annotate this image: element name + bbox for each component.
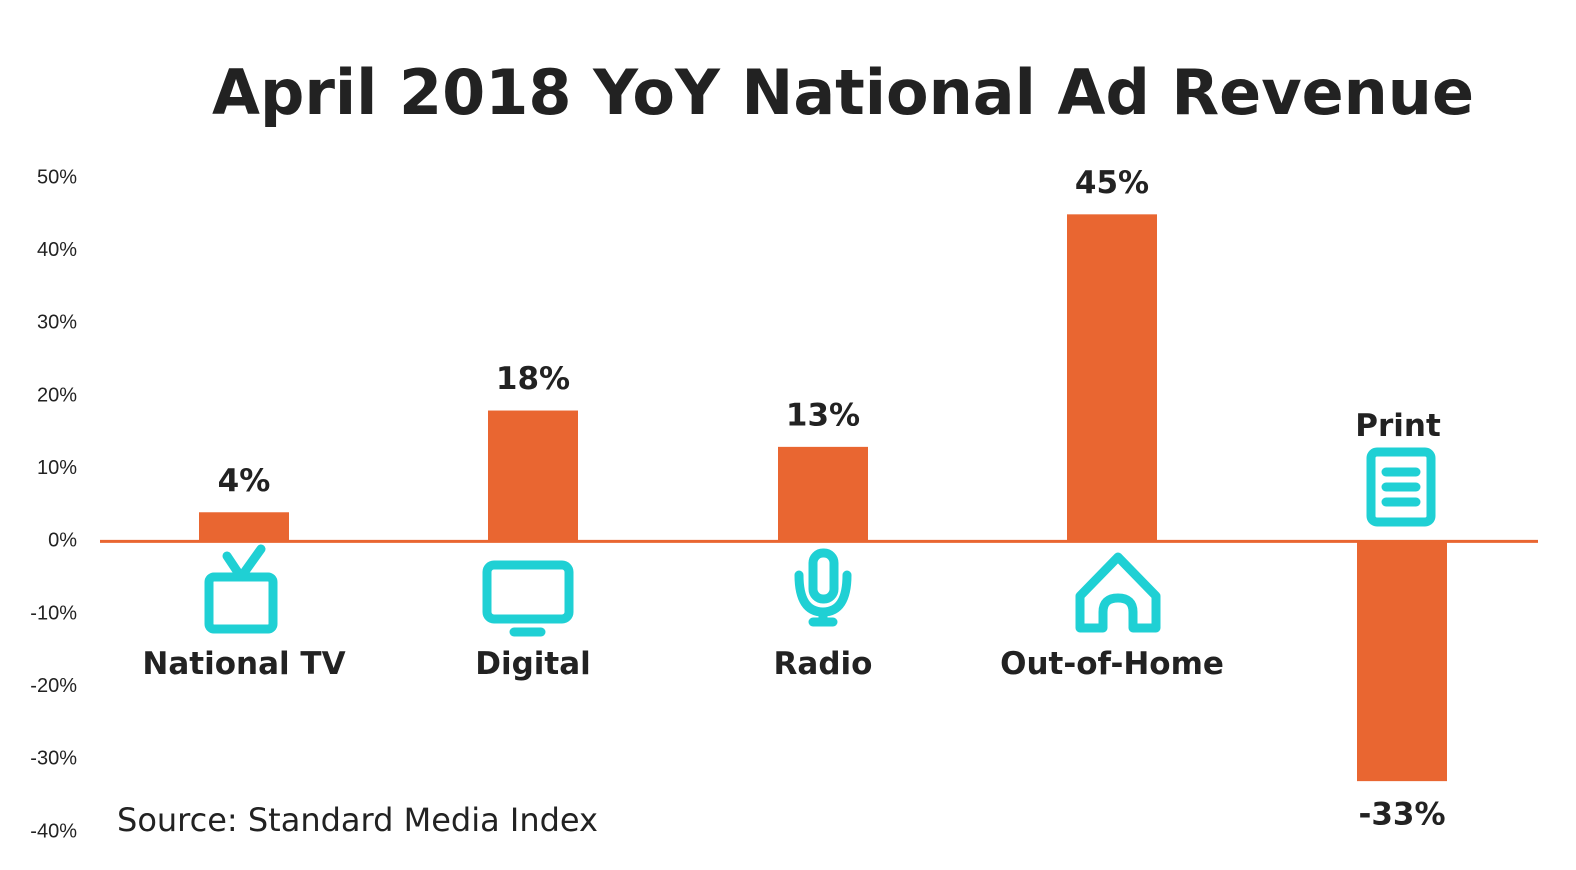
- y-tick-label: -20%: [30, 675, 77, 697]
- chart-title: April 2018 YoY National Ad Revenue: [212, 56, 1474, 129]
- value-label: 13%: [786, 397, 860, 433]
- y-tick-label: -10%: [30, 602, 77, 624]
- y-tick-label: 30%: [37, 312, 77, 334]
- y-tick-label: 40%: [37, 239, 77, 261]
- bar: [199, 512, 289, 542]
- value-label: 45%: [1075, 165, 1149, 201]
- y-tick-label: 10%: [37, 457, 77, 479]
- category-label: National TV: [142, 646, 345, 682]
- category-label: Print: [1355, 408, 1441, 444]
- bar: [488, 410, 578, 542]
- value-label: 4%: [218, 463, 271, 499]
- y-tick-label: 0%: [48, 530, 77, 552]
- y-tick-label: -40%: [30, 820, 77, 842]
- y-tick-label: 20%: [37, 384, 77, 406]
- house-icon: [1075, 552, 1161, 633]
- category-label: Out-of-Home: [1000, 646, 1224, 682]
- y-tick-label: -30%: [30, 748, 77, 770]
- bar: [778, 446, 868, 542]
- icons: [204, 447, 1436, 637]
- monitor-icon: [482, 560, 574, 637]
- source-note: Source: Standard Media Index: [117, 801, 598, 839]
- bar: [1067, 214, 1157, 542]
- bar: [1357, 541, 1447, 782]
- document-icon: [1366, 447, 1436, 527]
- value-label: 18%: [496, 361, 570, 397]
- y-tick-label: 50%: [37, 166, 77, 188]
- tv-icon: [204, 544, 278, 634]
- category-label: Digital: [475, 646, 591, 682]
- mic-icon: [794, 548, 852, 627]
- value-label: -33%: [1358, 797, 1445, 833]
- category-label: Radio: [774, 646, 873, 682]
